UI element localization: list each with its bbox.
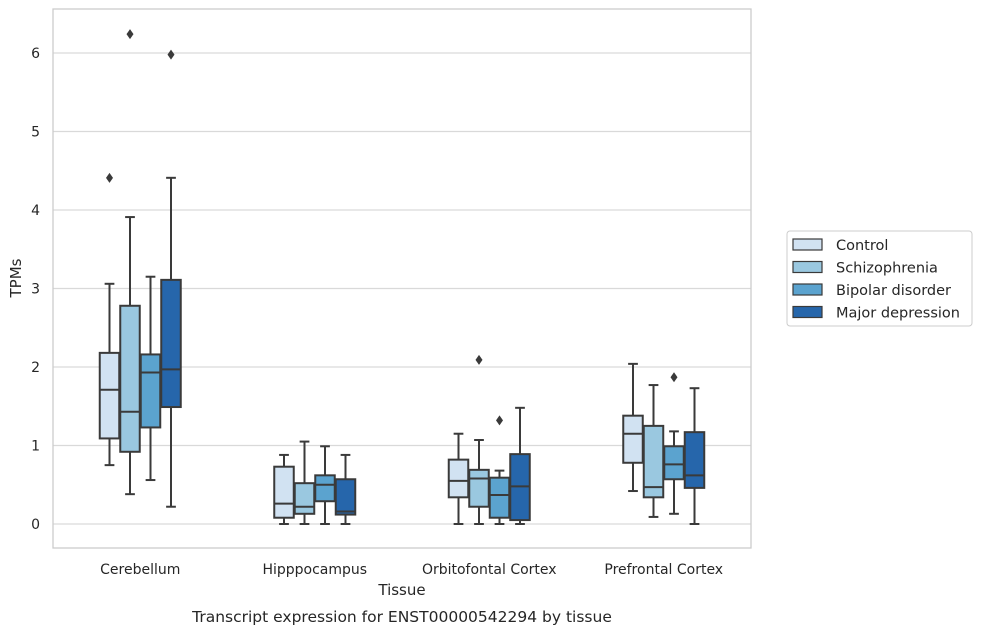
x-tick-label-2: Hipppocampus	[262, 562, 367, 578]
outlier-point-1	[475, 354, 483, 365]
box-iqr	[663, 445, 685, 481]
legend-label: Schizophrenia	[836, 261, 938, 277]
box-iqr	[293, 482, 316, 515]
outlier-point-1	[167, 49, 175, 60]
box-control-1	[98, 172, 121, 467]
legend-item-control: Control	[792, 238, 888, 254]
legend-label: Control	[836, 238, 888, 254]
y-tick-label-6: 6	[31, 46, 40, 62]
outlier-point-1	[496, 415, 503, 426]
y-tick-label-2: 2	[31, 360, 40, 376]
legend-item-major-depression: Major depression	[792, 305, 960, 322]
box-iqr	[119, 304, 141, 453]
outlier-point-1	[670, 372, 678, 383]
box-schizophrenia-2	[293, 440, 316, 525]
legend-swatch	[792, 260, 823, 274]
box-iqr	[683, 431, 706, 489]
y-tick-label-5: 5	[31, 125, 40, 141]
box-iqr	[98, 351, 121, 440]
box-iqr	[334, 478, 357, 516]
plot-area-frame	[52, 8, 752, 549]
box-iqr	[622, 414, 644, 464]
box-bipolar-disorder-1	[139, 275, 162, 482]
legend-item-bipolar-disorder: Bipolar disorder	[792, 283, 951, 299]
box-major-depression-1	[160, 49, 182, 508]
box-iqr	[447, 458, 470, 499]
legend-frame	[786, 230, 973, 327]
box-schizophrenia-4	[642, 384, 665, 518]
chart-caption: Transcript expression for ENST0000054229…	[191, 608, 612, 626]
legend-swatch	[792, 238, 823, 251]
y-tick-label-1: 1	[31, 439, 40, 455]
box-bipolar-disorder-3	[488, 415, 511, 525]
outlier-point-1	[126, 29, 134, 40]
x-tick-labels: Cerebellum Hipppocampus Orbitofontal Corte…	[100, 562, 723, 578]
box-iqr	[488, 476, 511, 519]
y-axis-title: TPMs	[7, 258, 25, 298]
box-control-2	[273, 453, 295, 525]
box-major-depression-2	[334, 453, 357, 525]
y-tick-label-4: 4	[31, 203, 40, 219]
y-tick-label-3: 3	[31, 282, 40, 298]
box-major-depression-4	[683, 387, 706, 525]
box-bipolar-disorder-4	[663, 372, 685, 515]
legend-item-schizophrenia: Schizophrenia	[792, 260, 938, 277]
legend-swatch	[792, 305, 823, 319]
box-schizophrenia-1	[119, 29, 141, 496]
y-tick-label-0: 0	[31, 517, 40, 533]
x-axis-title: Tissue	[377, 581, 425, 599]
x-tick-label-1: Cerebellum	[100, 562, 180, 578]
box-control-3	[447, 432, 470, 525]
box-schizophrenia-3	[468, 354, 490, 525]
box-bipolar-disorder-2	[314, 445, 336, 525]
y-tick-labels: 0 1 2 3 4 5 6	[31, 46, 40, 533]
legend-label: Major depression	[836, 306, 960, 322]
legend-label: Bipolar disorder	[836, 283, 951, 299]
box-iqr	[314, 474, 336, 503]
box-control-4	[622, 362, 644, 493]
x-tick-label-3: Orbitofontal Cortex	[422, 562, 557, 578]
box-major-depression-3	[509, 406, 531, 525]
legend-swatch	[792, 283, 823, 296]
x-tick-label-4: Prefrontal Cortex	[604, 562, 723, 578]
legend: Control Schizophrenia Bipolar disorder Majo…	[786, 230, 973, 327]
outlier-point-1	[106, 172, 113, 183]
box-iqr	[160, 278, 182, 409]
box-iqr	[139, 353, 162, 429]
box-iqr	[468, 468, 490, 508]
box-iqr	[273, 465, 295, 519]
box-series	[98, 29, 706, 525]
